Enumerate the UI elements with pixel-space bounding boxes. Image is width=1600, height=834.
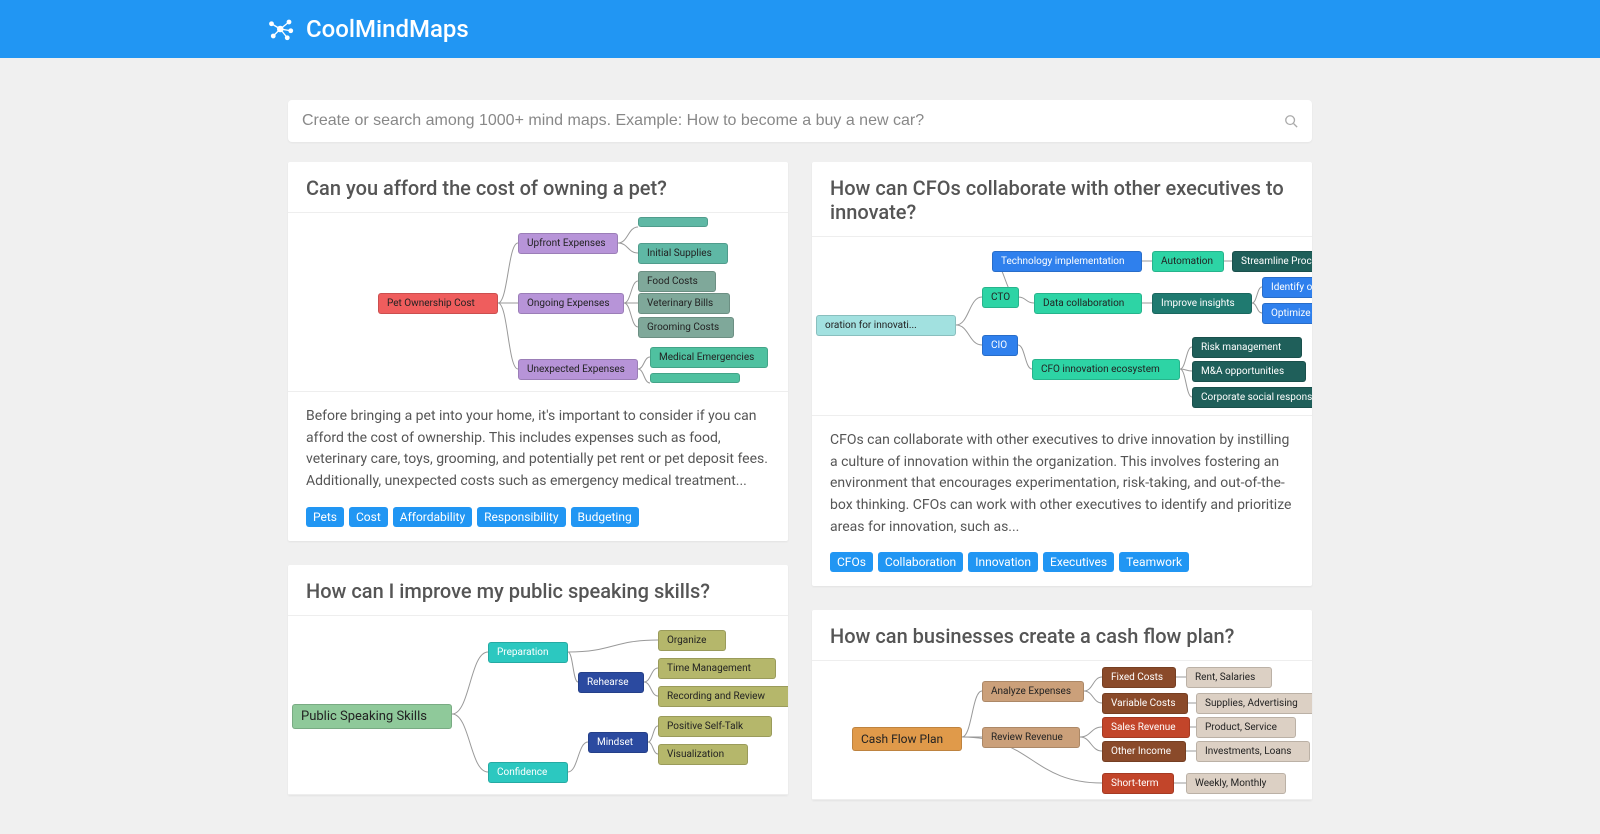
mindmap-node: Rent, Salaries bbox=[1186, 667, 1272, 688]
mindmap-node bbox=[638, 217, 708, 227]
mindmap-node: Ongoing Expenses bbox=[518, 293, 624, 314]
mindmap-node: Supplies, Advertising bbox=[1196, 693, 1312, 714]
mindmap-node: M&A opportunities bbox=[1192, 361, 1306, 382]
mindmap-node: Short-term bbox=[1102, 773, 1174, 794]
mindmap-card[interactable]: How can CFOs collaborate with other exec… bbox=[812, 162, 1312, 586]
card-tags: PetsCostAffordabilityResponsibility Budge… bbox=[288, 507, 788, 541]
tag[interactable]: Teamwork bbox=[1119, 552, 1189, 572]
card-grid: Can you afford the cost of owning a pet?… bbox=[288, 162, 1312, 800]
mindmap-node: CIO bbox=[982, 335, 1018, 356]
tag[interactable]: Pets bbox=[306, 507, 344, 527]
mindmap-node: Food Costs bbox=[638, 271, 716, 292]
mindmap-node: Investments, Loans bbox=[1196, 741, 1310, 762]
logo[interactable]: CoolMindMaps bbox=[268, 15, 469, 43]
search-input[interactable] bbox=[302, 112, 1284, 130]
brand-name: CoolMindMaps bbox=[306, 15, 469, 43]
main-container: Can you afford the cost of owning a pet?… bbox=[288, 58, 1312, 800]
mindmap-node: Cash Flow Plan bbox=[852, 727, 962, 751]
mindmap-node: Risk management bbox=[1192, 337, 1302, 358]
mindmap-node: Organize bbox=[658, 630, 726, 651]
mindmap-node: Rehearse bbox=[578, 672, 644, 693]
mindmap-node: Automation bbox=[1152, 251, 1224, 272]
mindmap-node: Other Income bbox=[1102, 741, 1186, 762]
mindmap-node: Recording and Review bbox=[658, 686, 788, 707]
card-description: CFOs can collaborate with other executiv… bbox=[812, 416, 1312, 552]
card-title[interactable]: How can businesses create a cash flow pl… bbox=[812, 610, 1312, 660]
mindmap-node: oration for innovati... bbox=[816, 315, 956, 336]
mindmap-node: Improve insights bbox=[1152, 293, 1252, 314]
mindmap-card[interactable]: Can you afford the cost of owning a pet?… bbox=[288, 162, 788, 541]
mindmap-node: Public Speaking Skills bbox=[292, 704, 452, 729]
mindmap-node: Identify oppo bbox=[1262, 277, 1312, 298]
mindmap-preview[interactable]: oration for innovati... CTO CIO Technology … bbox=[812, 236, 1312, 416]
mindmap-node: Mindset bbox=[588, 732, 648, 753]
tag[interactable]: Responsibility bbox=[477, 507, 565, 527]
tag[interactable]: Cost bbox=[349, 507, 388, 527]
mindmap-node: Technology implementation bbox=[992, 251, 1142, 272]
mindmap-node: Sales Revenue bbox=[1102, 717, 1190, 738]
search-icon bbox=[1284, 114, 1298, 128]
mindmap-node: Product, Service bbox=[1196, 717, 1296, 738]
mindmap-node: CTO bbox=[982, 287, 1019, 308]
mindmap-node: CFO innovation ecosystem bbox=[1032, 359, 1180, 380]
mindmap-preview[interactable]: Pet Ownership Cost Upfront Expenses Initia… bbox=[288, 212, 788, 392]
card-title[interactable]: How can I improve my public speaking ski… bbox=[288, 565, 788, 615]
mindmap-node: Weekly, Monthly bbox=[1186, 773, 1286, 794]
mindmap-node: Optimize bus bbox=[1262, 303, 1312, 324]
mindmap-node: Veterinary Bills bbox=[638, 293, 730, 314]
card-description: Before bringing a pet into your home, it… bbox=[288, 392, 788, 507]
mindmap-node: Positive Self-Talk bbox=[658, 716, 772, 737]
mindmap-node: Upfront Expenses bbox=[518, 233, 618, 254]
header: CoolMindMaps bbox=[0, 0, 1600, 58]
mindmap-node: Confidence bbox=[488, 762, 568, 783]
tag[interactable]: Affordability bbox=[393, 507, 472, 527]
tag[interactable]: Executives bbox=[1043, 552, 1114, 572]
mindmap-node: Visualization bbox=[658, 744, 748, 765]
mindmap-preview[interactable]: Cash Flow Plan Analyze Expenses Review Rev… bbox=[812, 660, 1312, 800]
mindmap-node: Time Management bbox=[658, 658, 776, 679]
mindmap-node: Data collaboration bbox=[1034, 293, 1142, 314]
mindmap-node: Review Revenue bbox=[982, 727, 1080, 748]
mindmap-node: Corporate social responsibilit bbox=[1192, 387, 1312, 408]
card-title[interactable]: Can you afford the cost of owning a pet? bbox=[288, 162, 788, 212]
card-tags: CFOsCollaborationInnovationExecutivesTea… bbox=[812, 552, 1312, 586]
mindmap-node: Variable Costs bbox=[1102, 693, 1188, 714]
mindmap-node bbox=[650, 373, 740, 383]
tag[interactable]: Innovation bbox=[968, 552, 1038, 572]
mindmap-card[interactable]: How can businesses create a cash flow pl… bbox=[812, 610, 1312, 800]
search-box[interactable] bbox=[288, 100, 1312, 142]
mindmap-node: Medical Emergencies bbox=[650, 347, 768, 368]
mindmap-node: Streamline Processes bbox=[1232, 251, 1312, 272]
tag[interactable]: Collaboration bbox=[878, 552, 963, 572]
mindmap-node: Pet Ownership Cost bbox=[378, 293, 498, 314]
tag[interactable]: Budgeting bbox=[571, 507, 639, 527]
mindmap-node: Analyze Expenses bbox=[982, 681, 1084, 702]
mindmap-node: Preparation bbox=[488, 642, 568, 663]
card-title[interactable]: How can CFOs collaborate with other exec… bbox=[812, 162, 1312, 236]
mindmap-preview[interactable]: Public Speaking Skills Preparation Rehears… bbox=[288, 615, 788, 795]
mindmap-node: Grooming Costs bbox=[638, 317, 734, 338]
tag[interactable]: CFOs bbox=[830, 552, 873, 572]
mindmap-card[interactable]: How can I improve my public speaking ski… bbox=[288, 565, 788, 795]
mindmap-node: Initial Supplies bbox=[638, 243, 728, 264]
mindmap-logo-icon bbox=[268, 15, 296, 43]
mindmap-node: Unexpected Expenses bbox=[518, 359, 638, 380]
mindmap-node: Fixed Costs bbox=[1102, 667, 1176, 688]
